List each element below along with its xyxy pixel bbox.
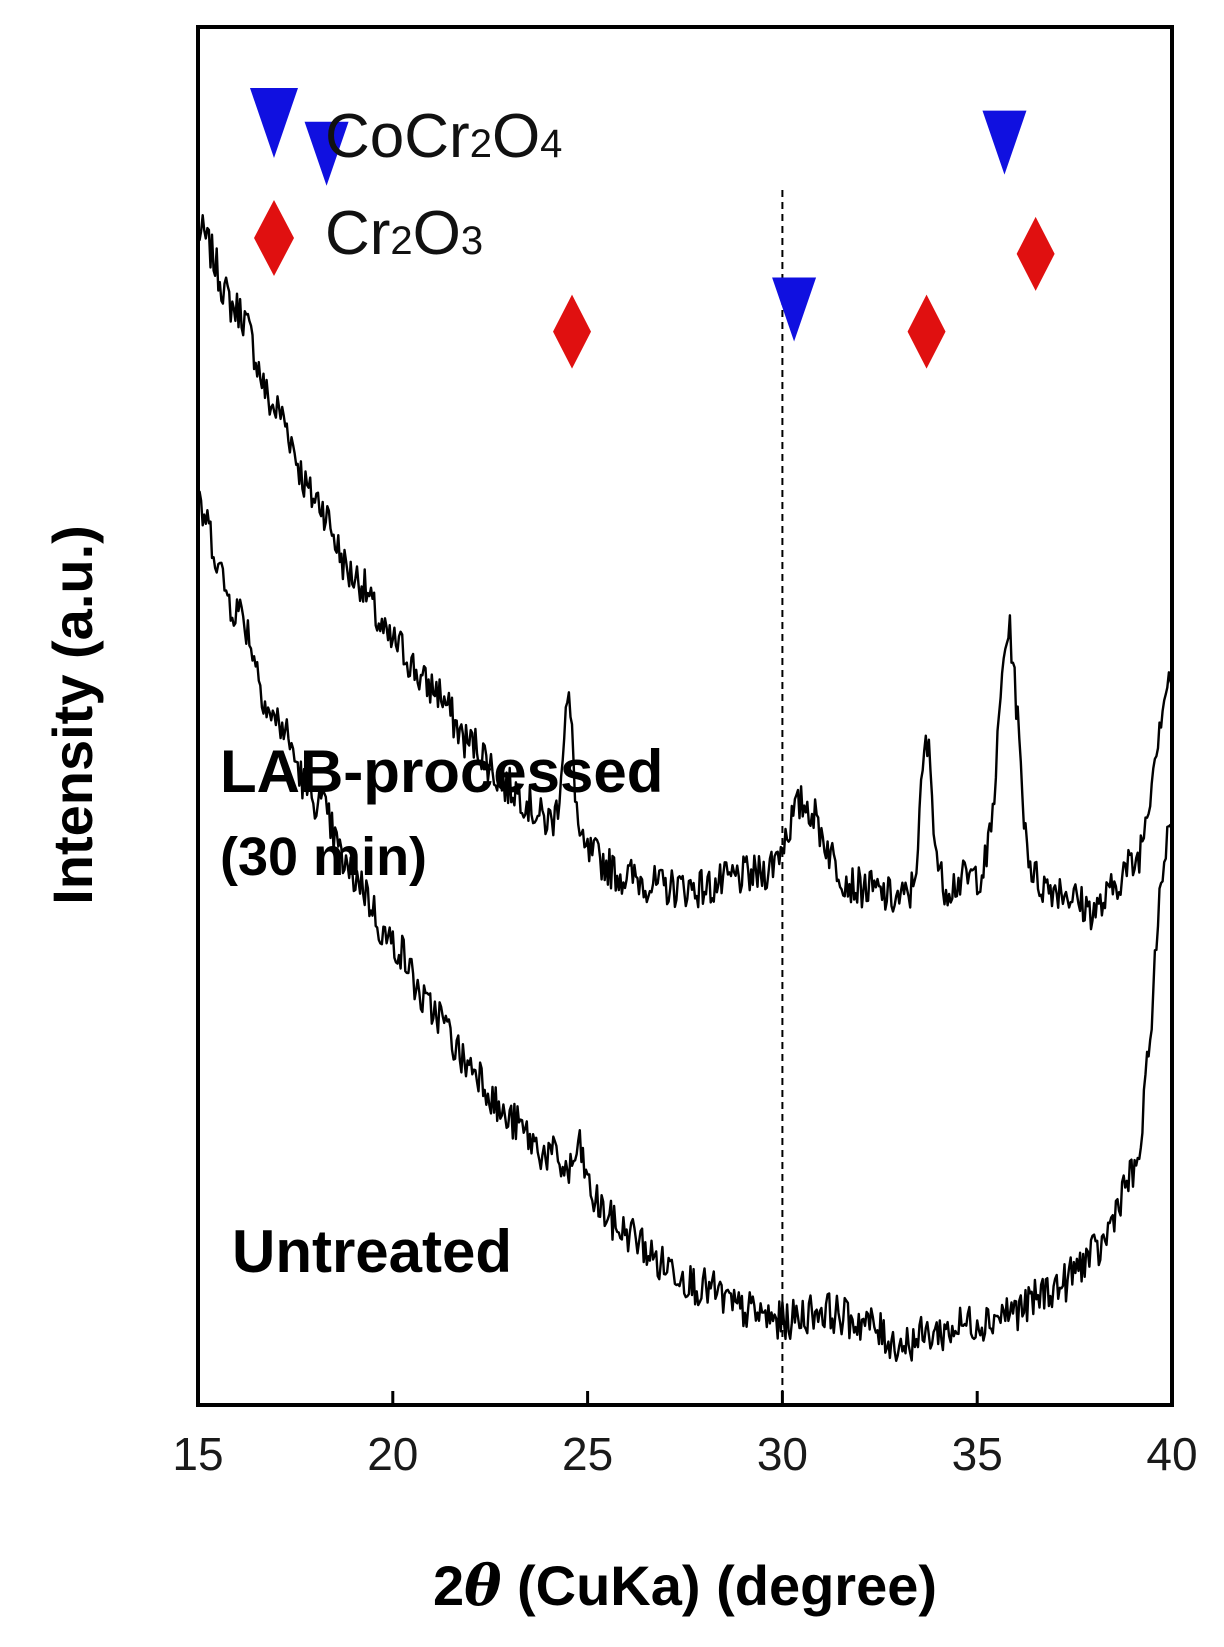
series-line-untreated bbox=[196, 490, 1174, 1362]
x-axis-title-theta: θ bbox=[464, 1553, 502, 1619]
series-label-lab-processed-duration: (30 min) bbox=[220, 827, 427, 887]
legend-diamond-marker bbox=[254, 200, 294, 276]
legend-triangle-marker bbox=[250, 88, 298, 158]
legend-text-part: Cr bbox=[325, 199, 390, 268]
cr2o3-peak-marker bbox=[553, 294, 592, 369]
cocr2o4-peak-marker bbox=[772, 277, 817, 342]
x-tick-label: 20 bbox=[367, 1428, 418, 1480]
cr2o3-peak-marker bbox=[907, 294, 946, 369]
series-label-untreated: Untreated bbox=[232, 1218, 512, 1285]
cocr2o4-peak-marker bbox=[304, 121, 349, 186]
legend-item-cr2o3: Cr2O3 bbox=[254, 199, 483, 276]
y-axis-title: Intensity (a.u.) bbox=[41, 525, 104, 905]
x-tick-label: 35 bbox=[952, 1428, 1003, 1480]
cocr2o4-peak-marker bbox=[982, 110, 1027, 175]
legend-text-part: O bbox=[413, 199, 461, 268]
plot-frame bbox=[196, 25, 1174, 1407]
legend-text-part: CoCr bbox=[325, 102, 470, 171]
legend-item-cocr2o4: CoCr2O4 bbox=[250, 88, 562, 171]
x-axis-title-prefix: 2 bbox=[433, 1554, 464, 1617]
cr2o3-peak-marker bbox=[1016, 216, 1055, 291]
x-tick-label: 25 bbox=[562, 1428, 613, 1480]
legend-text-part: O bbox=[492, 102, 540, 171]
series-line-lab-processed bbox=[196, 214, 1174, 931]
x-axis-title: 2θ (CuKa) (degree) bbox=[433, 1553, 937, 1619]
series-label-lab-processed: LAB-processed bbox=[220, 738, 663, 805]
series-labels: LAB-processed (30 min) Untreated bbox=[220, 738, 663, 1285]
x-tick-label: 15 bbox=[172, 1428, 223, 1480]
series-layer bbox=[196, 214, 1174, 1362]
x-tick-label: 30 bbox=[757, 1428, 808, 1480]
legend-subscript: 2 bbox=[390, 219, 412, 263]
legend-subscript: 4 bbox=[540, 122, 562, 166]
legend-label-cr2o3: Cr2O3 bbox=[325, 199, 483, 268]
phase-markers bbox=[304, 110, 1055, 369]
legend-subscript: 2 bbox=[470, 122, 492, 166]
x-axis-title-rest: (CuKa) (degree) bbox=[501, 1554, 937, 1617]
legend-subscript: 3 bbox=[461, 219, 483, 263]
x-tick-label: 40 bbox=[1146, 1428, 1197, 1480]
x-axis-ticks: 15 20 25 30 35 40 bbox=[172, 1391, 1198, 1480]
legend-label-cocr2o4: CoCr2O4 bbox=[325, 102, 562, 171]
legend: CoCr2O4 Cr2O3 bbox=[250, 88, 562, 276]
